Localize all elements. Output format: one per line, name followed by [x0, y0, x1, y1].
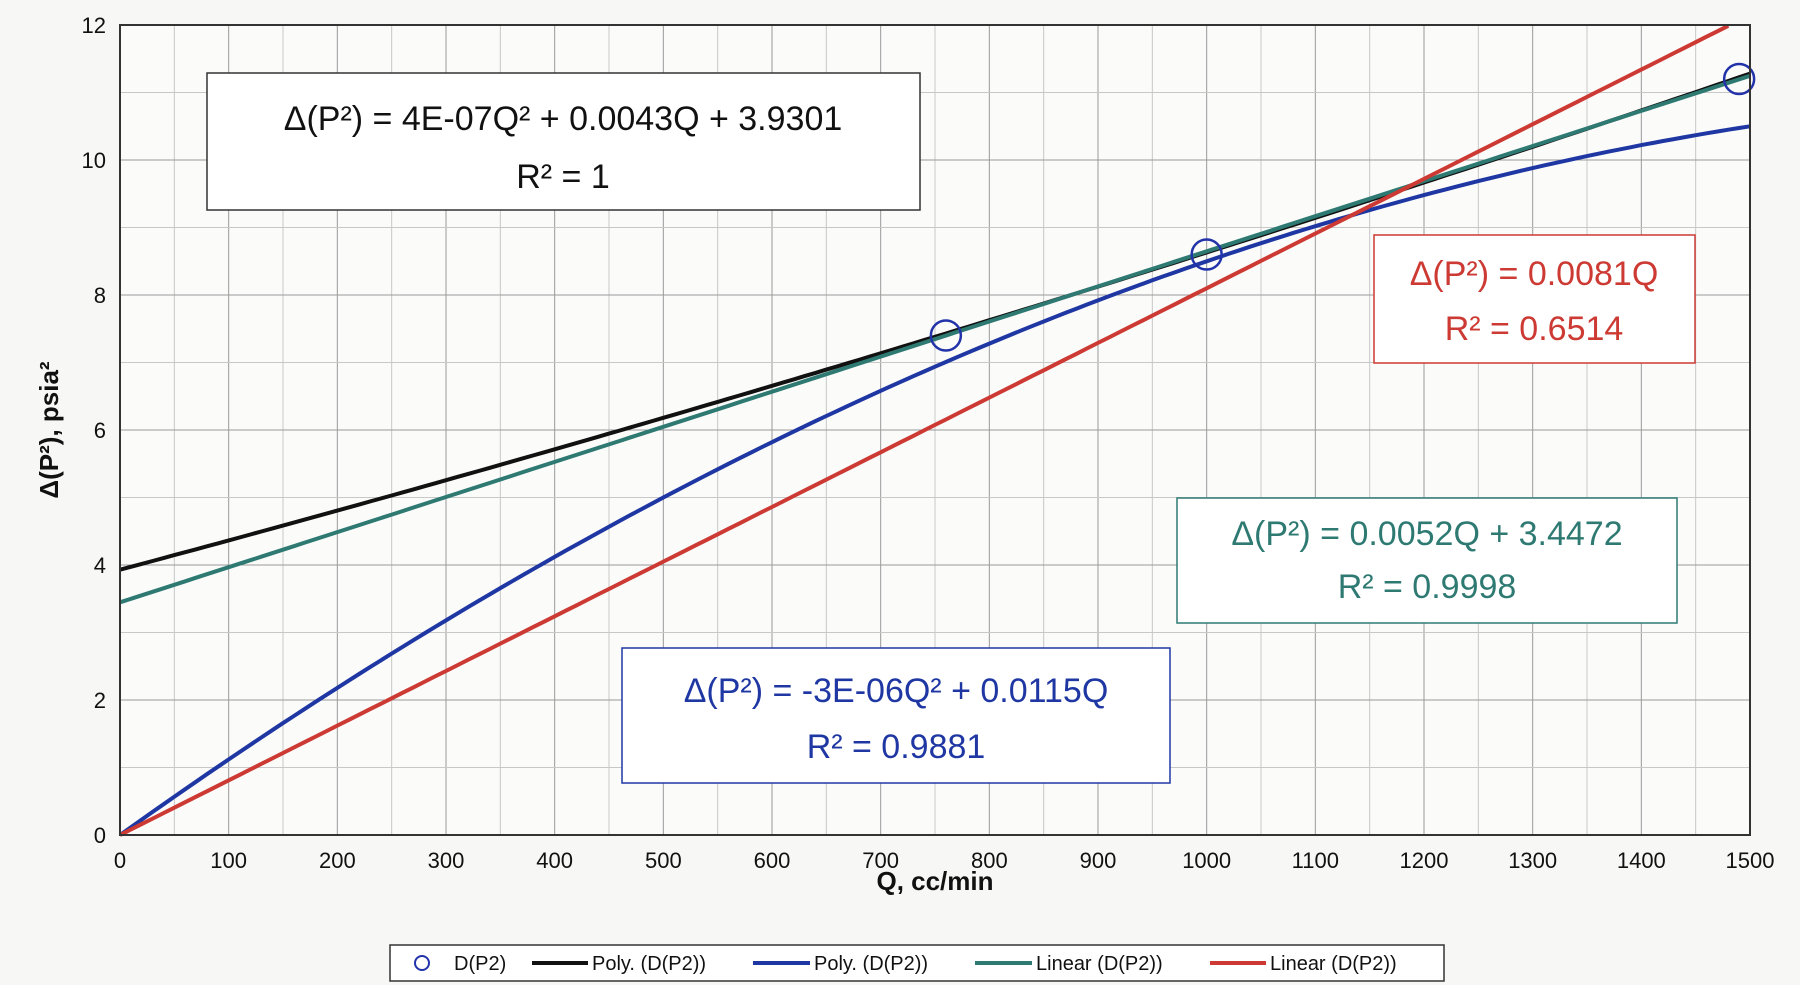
x-tick-label: 300: [428, 848, 465, 873]
y-tick-label: 12: [82, 13, 106, 38]
x-tick-label: 200: [319, 848, 356, 873]
x-tick-label: 900: [1080, 848, 1117, 873]
x-tick-label: 400: [536, 848, 573, 873]
series-poly-blue: [118, 124, 1751, 837]
y-tick-label: 8: [94, 283, 106, 308]
x-tick-label: 700: [862, 848, 899, 873]
equation-box-black: Δ(P²) = 4E-07Q² + 0.0043Q + 3.9301 R² = …: [206, 72, 921, 211]
r2-teal: R² = 0.9998: [1338, 568, 1517, 606]
equation-box-red: Δ(P²) = 0.0081Q R² = 0.6514: [1373, 234, 1696, 364]
y-tick-label: 10: [82, 148, 106, 173]
data-point: [929, 319, 963, 352]
data-point: [1190, 238, 1223, 271]
x-tick-label: 100: [210, 848, 247, 873]
r2-black: R² = 1: [516, 158, 610, 196]
series-linear-red: [119, 24, 1730, 837]
legend-label-linear-red: Linear (D(P2)): [1270, 953, 1397, 975]
x-tick-label: 1200: [1400, 848, 1449, 873]
legend-label-poly-blue: Poly. (D(P2)): [814, 953, 928, 975]
plot-border: [119, 24, 1751, 836]
series-layer: [118, 24, 1751, 837]
legend-label-linear-teal: Linear (D(P2)): [1036, 953, 1163, 975]
y-tick-label: 6: [94, 418, 106, 443]
x-tick-label: 1000: [1182, 848, 1231, 873]
legend-label-poly-black: Poly. (D(P2)): [592, 953, 706, 975]
x-tick-label: 600: [754, 848, 791, 873]
y-axis-label: Δ(P²), psia²: [34, 361, 64, 498]
legend-marker-points: [414, 955, 430, 971]
x-tick-label: 500: [645, 848, 682, 873]
x-tick-label: 800: [971, 848, 1008, 873]
x-tick-labels: 0 100 200 300 400 500 600 700 800 900 1000 1100 1200…: [114, 848, 1775, 873]
x-tick-label: 0: [114, 848, 126, 873]
equation-blue: Δ(P²) = -3E-06Q² + 0.0115Q: [684, 672, 1109, 710]
y-tick-label: 2: [94, 688, 106, 713]
equation-red: Δ(P²) = 0.0081Q: [1410, 255, 1659, 293]
y-tick-label: 4: [94, 553, 106, 578]
x-tick-label: 1300: [1508, 848, 1557, 873]
equation-black: Δ(P²) = 4E-07Q² + 0.0043Q + 3.9301: [284, 100, 843, 138]
y-tick-label: 0: [94, 823, 106, 848]
series-linear-teal: [119, 73, 1751, 605]
x-tick-label: 1400: [1617, 848, 1666, 873]
equation-box-blue: Δ(P²) = -3E-06Q² + 0.0115Q R² = 0.9881: [621, 647, 1171, 784]
x-tick-label: 1500: [1726, 848, 1775, 873]
y-tick-labels: 0 2 4 6 8 10 12: [82, 13, 106, 848]
x-tick-label: 1100: [1292, 848, 1339, 873]
x-axis-label: Q, cc/min: [876, 866, 993, 896]
points-layer: [929, 62, 1756, 352]
equation-teal: Δ(P²) = 0.0052Q + 3.4472: [1231, 515, 1622, 553]
r2-blue: R² = 0.9881: [807, 728, 986, 766]
legend-label-points: D(P2): [454, 953, 506, 975]
legend: D(P2) Poly. (D(P2)) Poly. (D(P2)) Linear…: [389, 944, 1445, 982]
data-point: [1722, 62, 1756, 96]
equation-box-teal: Δ(P²) = 0.0052Q + 3.4472 R² = 0.9998: [1176, 497, 1678, 624]
r2-red: R² = 0.6514: [1445, 310, 1624, 348]
